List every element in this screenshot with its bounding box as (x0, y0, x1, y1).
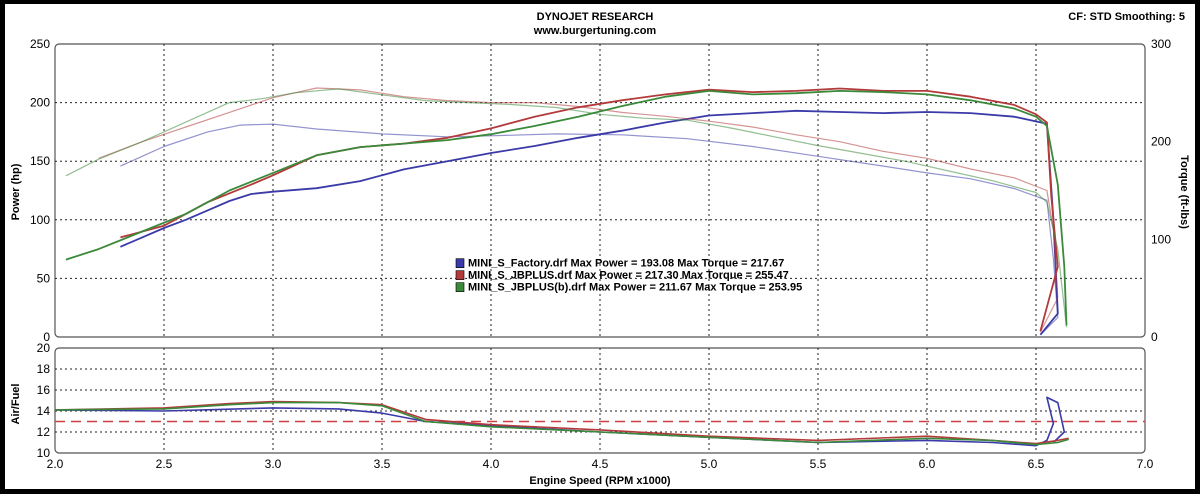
dyno-chart: DYNOJET RESEARCH www.burgertuning.com CF… (5, 4, 1195, 489)
rpm-tick-label: 4.0 (483, 457, 500, 471)
air-fuel-tick-label: 20 (37, 341, 51, 355)
rpm-tick-label: 4.5 (592, 457, 609, 471)
air-fuel-tick-label: 18 (37, 362, 51, 376)
power-tick-label: 200 (30, 96, 50, 110)
rpm-tick-label: 6.0 (919, 457, 936, 471)
legend-swatch-jbplus (455, 270, 465, 280)
legend-swatch-jbplus_b (455, 282, 465, 292)
air-fuel-series (54, 396, 1069, 447)
torque-tick-label: 100 (1151, 232, 1171, 246)
series-line-jbplus_b-power (65, 90, 1068, 326)
air-fuel-tick-label: 10 (37, 446, 51, 460)
air-fuel-tick-label: 14 (37, 404, 51, 418)
power-tick-label: 250 (30, 37, 50, 51)
power-axis-label: Power (hp) (10, 163, 22, 220)
power-torque-series (65, 87, 1068, 336)
power-tick-label: 100 (30, 213, 50, 227)
air-fuel-grid (54, 347, 1146, 454)
air-fuel-tick-label: 12 (37, 425, 51, 439)
series-line-factory-torque (120, 123, 1059, 336)
torque-tick-label: 200 (1151, 135, 1171, 149)
legend: MINI_S_Factory.drf Max Power = 193.08 Ma… (455, 258, 802, 294)
engine-speed-axis-label: Engine Speed (RPM x1000) (529, 475, 671, 487)
series-line-jbplus-torque (98, 87, 1059, 333)
torque-tick-label: 0 (1151, 330, 1158, 344)
power-torque-ticks: 0 50 100 150 200 250 0 100 200 300 (30, 37, 1171, 344)
legend-entry-factory: MINI_S_Factory.drf Max Power = 193.08 Ma… (468, 258, 784, 270)
torque-axis-label: Torque (ft-lbs) (1178, 155, 1190, 229)
torque-tick-label: 300 (1151, 37, 1171, 51)
rpm-tick-label: 3.5 (374, 457, 391, 471)
chart-title: DYNOJET RESEARCH (537, 11, 654, 23)
legend-entry-jbplus: MINI_S_JBPLUS.drf Max Power = 217.30 Max… (468, 270, 789, 282)
air-fuel-tick-label: 16 (37, 383, 51, 397)
legend-entry-jbplus_b: MINI_S_JBPLUS(b).drf Max Power = 211.67 … (468, 282, 802, 294)
legend-swatch-factory (455, 258, 465, 268)
rpm-tick-label: 2.5 (156, 457, 173, 471)
settings-label: CF: STD Smoothing: 5 (1068, 11, 1185, 23)
series-line-jbplus_b-torque (65, 88, 1068, 328)
series-line-jbplus-power (120, 87, 1059, 332)
rpm-tick-label: 6.5 (1028, 457, 1045, 471)
power-tick-label: 150 (30, 154, 50, 168)
power-tick-label: 50 (37, 271, 51, 285)
rpm-tick-label: 5.5 (810, 457, 827, 471)
series-line-factory-power (120, 109, 1059, 336)
chart-subtitle: www.burgertuning.com (533, 25, 657, 37)
rpm-tick-label: 2.0 (47, 457, 64, 471)
air-fuel-axis-label: Air/Fuel (10, 384, 22, 425)
power-torque-grid (54, 43, 1146, 338)
rpm-tick-label: 7.0 (1137, 457, 1154, 471)
power-tick-label: 0 (43, 330, 50, 344)
rpm-tick-label: 5.0 (701, 457, 718, 471)
air-fuel-ticks: 10 12 14 16 18 20 2.0 2.5 3.0 3.5 4.0 4.5 5.0 5.5 6.0 6… (37, 341, 1154, 471)
dyno-chart-frame: DYNOJET RESEARCH www.burgertuning.com CF… (5, 4, 1195, 489)
afr-line-jbplus_b (54, 401, 1069, 446)
rpm-tick-label: 3.0 (265, 457, 282, 471)
